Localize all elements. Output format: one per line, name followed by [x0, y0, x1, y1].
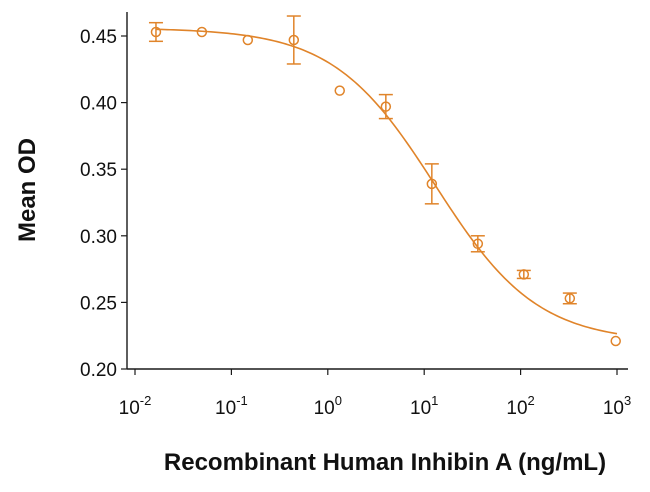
- data-point-marker: [564, 293, 576, 304]
- data-point-marker: [196, 26, 208, 38]
- data-point-marker: [380, 101, 392, 112]
- data-point-marker: [334, 85, 345, 96]
- data-point: [562, 292, 577, 305]
- y-tick-label: 0.20: [80, 360, 117, 381]
- data-point: [516, 269, 531, 280]
- x-tick-label: 102: [506, 393, 534, 419]
- data-point: [334, 85, 345, 96]
- axes: [126, 12, 628, 370]
- data-points: [148, 15, 621, 347]
- data-point-marker: [150, 26, 162, 38]
- x-tick-label: 10-1: [215, 393, 248, 419]
- data-point: [196, 26, 208, 38]
- y-tick-label: 0.25: [80, 293, 117, 314]
- y-tick-label: 0.35: [80, 160, 117, 181]
- data-point: [148, 21, 163, 43]
- data-point-marker: [610, 335, 621, 347]
- data-point: [470, 235, 485, 253]
- y-tick-label: 0.30: [80, 227, 117, 248]
- data-point: [286, 15, 301, 65]
- data-point-marker: [472, 238, 484, 250]
- x-tick-label: 103: [603, 393, 631, 419]
- fit-curve: [155, 28, 618, 335]
- x-tick-label: 101: [410, 393, 438, 419]
- x-axis-title: Recombinant Human Inhibin A (ng/mL): [164, 449, 606, 476]
- data-point: [378, 93, 393, 120]
- x-tick-label: 100: [314, 393, 342, 419]
- x-ticks: 10-2 10-1 100 101 102 103: [119, 369, 631, 419]
- data-point: [610, 335, 621, 347]
- data-point: [424, 163, 439, 205]
- data-point-marker: [242, 34, 254, 46]
- data-point-marker: [518, 269, 530, 280]
- y-axis-title: Mean OD: [14, 138, 41, 242]
- data-point: [242, 34, 254, 46]
- data-point-marker: [288, 34, 300, 46]
- y-tick-label: 0.40: [80, 94, 117, 115]
- y-tick-label: 0.45: [80, 27, 117, 48]
- y-ticks: 0.20 0.25 0.30 0.35 0.40 0.45: [80, 27, 127, 381]
- x-tick-label: 10-2: [119, 393, 152, 419]
- data-point-marker: [426, 178, 438, 190]
